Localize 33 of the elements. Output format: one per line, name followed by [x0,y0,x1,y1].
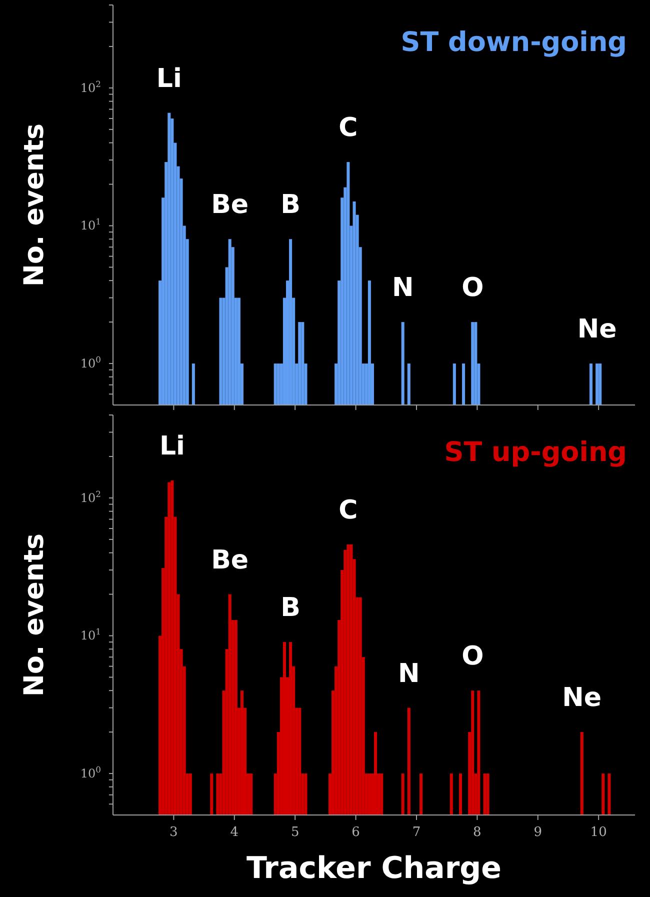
x-tick-label: 6 [352,825,360,840]
x-tick-label: 3 [170,825,178,840]
text: ST down-going [400,27,627,58]
x-tick-label: 7 [412,825,421,840]
annotation: B [280,593,300,624]
text: ST up-going [444,437,627,468]
x-tick-label: 10 [590,825,607,840]
x-tick-label: 5 [290,825,300,840]
y-tick-label: 10$^{2}$ [80,488,101,505]
y-tick-label: 10$^{0}$ [80,354,101,371]
annotation: Be [211,545,249,576]
y-axis-title: No. events [18,533,50,697]
x-tick-label: 4 [230,825,239,840]
x-tick-label: 8 [473,825,482,840]
annotation: B [280,190,300,220]
x-tick-label: 9 [534,825,542,840]
annotation: C [338,113,358,144]
annotation: Li [159,431,185,462]
y-tick-label: 10$^{2}$ [80,78,101,95]
y-axis-title: No. events [18,123,50,287]
annotation: O [462,273,484,304]
y-tick-label: 10$^{0}$ [80,764,101,781]
y-tick-label: 10$^{1}$ [80,216,101,233]
annotation: Li [156,64,182,94]
annotation: Be [211,190,249,220]
annotation: C [338,495,358,526]
annotation: N [392,273,414,304]
y-tick-label: 10$^{1}$ [80,626,101,643]
annotation: Ne [577,314,617,345]
x-axis-title: Tracker Charge [246,851,502,886]
annotation: O [462,642,484,672]
annotation: Ne [562,683,602,714]
annotation: N [398,658,420,689]
